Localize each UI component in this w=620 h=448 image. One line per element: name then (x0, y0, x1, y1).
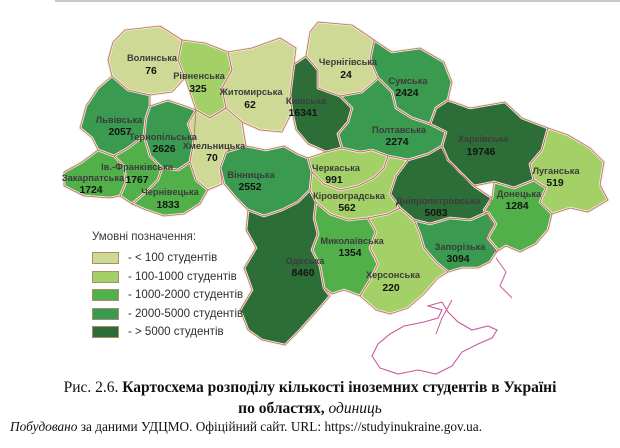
figure-title: Картосхема розподілу кількості іноземних… (122, 379, 557, 396)
figure-title-line2: по областях, (238, 400, 325, 417)
region-label: Вінницька (227, 170, 275, 180)
region-label: Житомирська (218, 87, 283, 97)
region-border (529, 127, 609, 215)
region-value: 1767 (125, 175, 148, 186)
region-border (63, 149, 127, 199)
region-value: 70 (206, 153, 218, 164)
legend-item: - 2000-5000 студентів (92, 307, 244, 320)
region-value: 16341 (289, 108, 318, 119)
ukraine-choropleth-map: Волинська 76 Рівненська 325 Житомирська 62 Чер… (62, 20, 610, 375)
region-label: Дніпропетровська (396, 196, 481, 206)
legend-swatch-2000-5000 (92, 307, 119, 320)
figure-number: Рис. 2.6. (63, 379, 119, 396)
region-value: 1354 (338, 248, 361, 259)
legend-swatch-lt100 (92, 252, 119, 264)
region-value: 2626 (152, 144, 175, 155)
region-label: Одеська (286, 256, 325, 266)
region-value: 519 (546, 178, 564, 189)
region-label: Закарпатська (62, 173, 125, 183)
region-value: 562 (338, 203, 356, 214)
region-border (359, 207, 449, 315)
region-label: Хмельницька (183, 141, 246, 151)
legend-swatch-gt5000 (92, 326, 119, 338)
coastal-lagoon-line (435, 299, 453, 335)
region-label: Херсонська (366, 270, 421, 280)
legend-label: - 2000-5000 студентів (128, 307, 244, 320)
region-label: Тернопільська (129, 132, 198, 142)
region-label: Миколаївська (320, 236, 384, 246)
region-label: Сумська (388, 76, 428, 86)
region-value: 2552 (238, 182, 261, 193)
region-value: 24 (340, 70, 352, 81)
source-text: за даними УДЦМО. Офіційний сайт. URL: ht… (77, 419, 483, 434)
region-label: Полтавська (372, 125, 427, 135)
region-label: Чернівецька (141, 187, 199, 197)
legend-item: - 1000-2000 студентів (92, 289, 243, 301)
region-label: Донецька (497, 189, 542, 199)
region-value: 2057 (108, 127, 131, 138)
legend-label: - < 100 студентів (128, 252, 218, 264)
legend-item: - > 5000 студентів (92, 326, 243, 338)
region-value: 1724 (79, 185, 102, 196)
region-value: 2424 (395, 88, 418, 99)
region-value: 8460 (291, 268, 314, 279)
legend-label: - 100-1000 студентів (128, 270, 237, 283)
coastal-lagoon-line (495, 257, 513, 299)
region-border (131, 161, 209, 217)
region-value: 1284 (505, 201, 528, 212)
region-border (107, 25, 186, 96)
region-label: Волинська (127, 53, 178, 63)
legend-item: - < 100 студентів (92, 252, 243, 264)
region-label: Рівненська (173, 71, 225, 81)
region-value: 991 (325, 175, 343, 186)
region-value: 325 (189, 84, 207, 95)
legend-item: - 100-1000 студентів (92, 270, 243, 283)
figure-caption: Рис. 2.6. Картосхема розподілу кількості… (0, 377, 620, 419)
region-value: 62 (244, 100, 256, 111)
region-label: Черкаська (312, 163, 361, 173)
region-label: Київська (286, 96, 327, 106)
region-label: Ів.-Франківська (101, 162, 174, 172)
figure-source: Побудовано за даними УДЦМО. Офіційний са… (10, 419, 610, 435)
legend-title: Умовні позначення: (92, 231, 197, 243)
crimea-outline (371, 301, 498, 375)
region-value: 5083 (424, 208, 447, 219)
legend-label: - > 5000 студентів (128, 326, 224, 338)
region-value: 19746 (467, 147, 496, 158)
figure-title-unit: одиниць (328, 400, 382, 417)
legend-swatch-1000-2000 (92, 289, 119, 301)
region-value: 220 (382, 283, 400, 294)
legend-swatch-100-1000 (92, 270, 119, 283)
region-label: Кіровоградська (313, 191, 386, 201)
map-legend: Умовні позначення: - < 100 студентів - 1… (92, 231, 243, 345)
region-value: 1833 (156, 200, 179, 211)
region-label: Харківська (458, 134, 509, 144)
region-label: Чернігівська (319, 57, 378, 67)
region-value: 76 (145, 66, 157, 77)
region-label: Запорізька (435, 242, 487, 252)
region-label: Луганська (532, 166, 580, 176)
region-border (239, 189, 331, 346)
region-border (221, 37, 297, 133)
region-border (483, 179, 553, 253)
scan-top-border (55, 0, 620, 2)
region-value: 3094 (446, 254, 469, 265)
source-lead: Побудовано (10, 419, 78, 434)
legend-label: - 1000-2000 студентів (128, 289, 244, 301)
region-label: Львівська (96, 115, 144, 125)
region-value: 2274 (385, 137, 408, 148)
